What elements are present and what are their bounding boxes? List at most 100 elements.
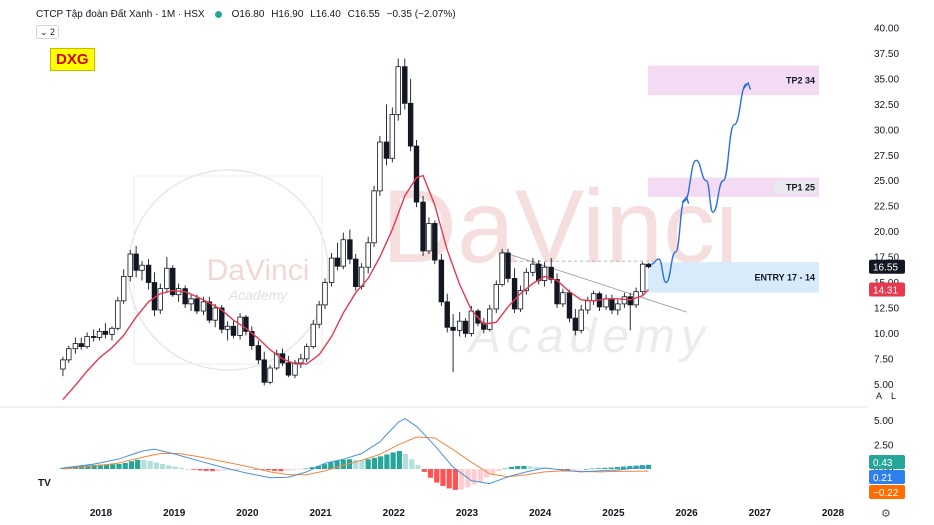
candle-body bbox=[133, 253, 139, 271]
macd-hist-bar bbox=[110, 464, 116, 469]
candle-body bbox=[585, 300, 591, 311]
price-tick-label: 12.50 bbox=[874, 303, 899, 314]
macd-hist-bar bbox=[60, 467, 66, 469]
candle-body bbox=[255, 345, 262, 361]
candle-body bbox=[261, 359, 267, 383]
candle-body bbox=[188, 298, 194, 305]
candle-body bbox=[603, 298, 609, 308]
last-price-tag: 16.55 bbox=[873, 263, 898, 274]
macd-hist-bar bbox=[116, 463, 122, 469]
candle-body bbox=[511, 278, 518, 310]
zone-label-pill bbox=[773, 180, 817, 194]
candle-body bbox=[517, 290, 524, 310]
candle-body bbox=[505, 252, 511, 279]
price-tick-label: 22.50 bbox=[874, 202, 899, 213]
candle-body bbox=[170, 267, 176, 296]
macd-hist-bar bbox=[602, 467, 608, 469]
ma-line bbox=[62, 174, 650, 401]
candle-body bbox=[499, 252, 505, 285]
candle-body bbox=[96, 330, 103, 338]
macd-hist-bar bbox=[172, 466, 178, 469]
macd-hist-bar bbox=[103, 464, 110, 469]
time-tick-label: 2020 bbox=[236, 508, 259, 519]
price-tick-label: 30.00 bbox=[874, 125, 899, 136]
candle-body bbox=[621, 296, 628, 305]
candle-body bbox=[402, 66, 408, 104]
candle-body bbox=[566, 292, 573, 319]
macd-hist-bar bbox=[409, 459, 415, 469]
candle-body bbox=[328, 257, 335, 283]
candle-body bbox=[219, 307, 225, 330]
candle-body bbox=[120, 275, 127, 302]
auto-scale-button[interactable]: A bbox=[876, 391, 883, 401]
macd-hist-bar bbox=[571, 469, 577, 470]
macd-hist-bar bbox=[284, 469, 290, 471]
candle-body bbox=[639, 263, 646, 293]
macd-hist-bar bbox=[122, 462, 128, 469]
macd-hist-bar bbox=[446, 469, 452, 489]
macd-hist-bar bbox=[216, 469, 222, 471]
candle-body bbox=[322, 282, 328, 306]
candle-body bbox=[407, 102, 414, 147]
candle-body bbox=[200, 301, 207, 312]
macd-tick-label: 5.00 bbox=[874, 416, 894, 427]
candle-body bbox=[377, 141, 383, 192]
candle-body bbox=[541, 266, 548, 281]
macd-hist-bar bbox=[153, 462, 159, 469]
price-tick-label: 27.50 bbox=[874, 151, 899, 162]
macd-hist-bar bbox=[247, 469, 253, 470]
candle-body bbox=[115, 300, 121, 329]
candle-body bbox=[139, 264, 145, 271]
candle-body bbox=[224, 325, 231, 330]
macd-hist-bar bbox=[135, 459, 141, 469]
macd-hist-bar bbox=[427, 469, 434, 478]
market-status-icon bbox=[214, 11, 222, 18]
macd-hist-bar bbox=[471, 469, 477, 485]
price-tick-label: 37.50 bbox=[874, 49, 899, 60]
macd-hist-bar bbox=[365, 459, 371, 469]
target-zones: TP2 34 TP1 25 ENTRY 17 - 14 bbox=[648, 65, 819, 293]
symbol-title[interactable]: CTCP Tập đoàn Đất Xanh · 1M · HSX bbox=[36, 9, 205, 20]
macd-hist-bar bbox=[384, 454, 390, 469]
candle-body bbox=[615, 303, 621, 311]
candle-body bbox=[590, 293, 597, 302]
macd-hist-bar bbox=[596, 468, 602, 469]
tradingview-logo-icon[interactable]: TV bbox=[38, 478, 51, 489]
candle-body bbox=[426, 223, 432, 252]
macd-hist-bar bbox=[353, 459, 359, 469]
candle-body bbox=[334, 257, 341, 267]
time-tick-label: 2019 bbox=[163, 508, 186, 519]
macd-hist-bar bbox=[564, 469, 571, 471]
settings-gear-icon[interactable]: ⚙ bbox=[881, 508, 891, 520]
macd-hist-bar bbox=[290, 469, 297, 471]
candle-body bbox=[78, 343, 84, 348]
time-tick-label: 2024 bbox=[529, 508, 552, 519]
macd-hist-bar bbox=[346, 459, 353, 469]
close-value: C16.55 bbox=[347, 9, 380, 20]
open-value: O16.80 bbox=[231, 9, 265, 20]
candle-body bbox=[298, 358, 304, 364]
candle-body bbox=[206, 301, 213, 321]
candle-body bbox=[292, 362, 298, 376]
candle-body bbox=[84, 336, 90, 348]
candle-body bbox=[462, 320, 469, 334]
price-tick-label: 10.00 bbox=[874, 329, 899, 340]
macd-hist-bar bbox=[91, 464, 97, 469]
candle-body bbox=[102, 330, 109, 335]
log-scale-button[interactable]: L bbox=[891, 391, 897, 401]
macd-hist-bar bbox=[459, 469, 465, 490]
price-tick-label: 20.00 bbox=[874, 227, 899, 238]
candle-body bbox=[468, 310, 475, 334]
candle-body bbox=[340, 239, 346, 267]
candle-body bbox=[243, 316, 249, 332]
collapse-indicators-button[interactable]: ⌄ 2 bbox=[36, 25, 60, 39]
candle-body bbox=[157, 288, 163, 311]
time-tick-label: 2022 bbox=[383, 508, 406, 519]
macd-hist-bar bbox=[272, 469, 278, 471]
macd-hist-bar bbox=[191, 469, 197, 470]
macd-signal-line bbox=[62, 436, 649, 478]
candle-body bbox=[310, 323, 316, 348]
candles bbox=[60, 58, 652, 386]
ma-value-tag: 14.31 bbox=[873, 286, 898, 297]
